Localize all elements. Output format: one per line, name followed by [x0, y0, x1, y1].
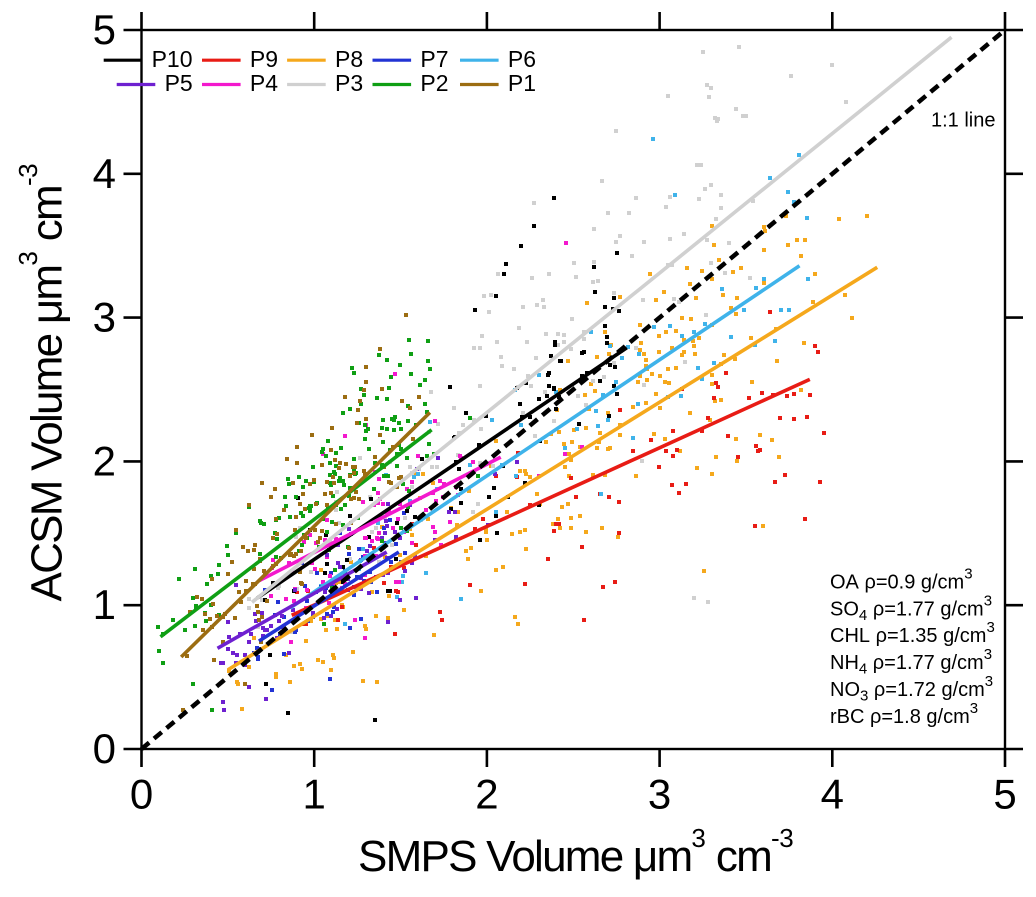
svg-text:2: 2: [475, 770, 498, 817]
svg-text:0: 0: [130, 770, 153, 817]
svg-text:ACSM Volume μm3 cm-3: ACSM Volume μm3 cm-3: [13, 164, 71, 602]
svg-text:2: 2: [93, 437, 116, 484]
svg-text:P9: P9: [250, 46, 278, 72]
svg-text:1: 1: [93, 581, 116, 628]
svg-text:P4: P4: [250, 70, 278, 96]
svg-text:SMPS Volume μm3 cm-3: SMPS Volume μm3 cm-3: [358, 823, 793, 881]
svg-text:P10: P10: [152, 46, 193, 72]
svg-text:4: 4: [93, 150, 116, 197]
svg-text:P7: P7: [420, 46, 448, 72]
svg-text:1: 1: [303, 770, 326, 817]
svg-text:3: 3: [648, 770, 671, 817]
svg-text:NO3 ρ=1.72 g/cm3: NO3 ρ=1.72 g/cm3: [830, 673, 993, 705]
svg-text:1:1 line: 1:1 line: [931, 109, 996, 131]
svg-text:NH4 ρ=1.77 g/cm3: NH4 ρ=1.77 g/cm3: [830, 646, 992, 678]
svg-text:5: 5: [993, 770, 1016, 817]
svg-text:P3: P3: [335, 70, 363, 96]
svg-text:4: 4: [821, 770, 844, 817]
svg-text:P5: P5: [165, 70, 193, 96]
svg-text:P8: P8: [335, 46, 363, 72]
svg-text:P2: P2: [420, 70, 448, 96]
svg-text:P1: P1: [508, 70, 536, 96]
svg-text:SO4 ρ=1.77 g/cm3: SO4 ρ=1.77 g/cm3: [830, 592, 992, 624]
svg-text:P6: P6: [508, 46, 536, 72]
svg-text:3: 3: [93, 294, 116, 341]
svg-text:0: 0: [93, 725, 116, 772]
svg-text:5: 5: [93, 6, 116, 53]
